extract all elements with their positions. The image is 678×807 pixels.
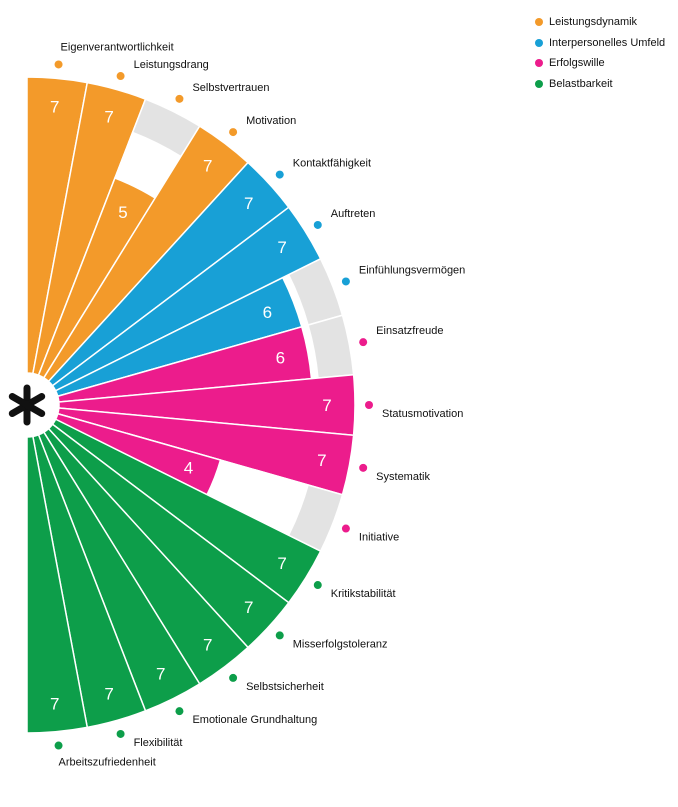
category-dot-kontaktfaehigkeit [275, 170, 284, 179]
category-dot-eigenverantwortlichkeit [54, 60, 63, 69]
legend-item-leistungsdynamik: Leistungsdynamik [535, 12, 665, 33]
value-label-leistungsdrang: 7 [104, 107, 113, 126]
legend-label-leistungsdynamik: Leistungsdynamik [549, 16, 638, 29]
category-dot-misserfolgstoleranz [275, 631, 284, 640]
category-label-kritikstabilitaet: Kritikstabilität [331, 588, 396, 600]
category-label-selbstsicherheit: Selbstsicherheit [246, 681, 324, 693]
legend-item-erfolgswille: Erfolgswille [535, 53, 665, 74]
category-label-einfuehlungsvermoegen: Einfühlungsvermögen [359, 264, 465, 276]
legend-label-erfolgswille: Erfolgswille [549, 57, 605, 70]
category-dot-initiative [341, 524, 350, 533]
value-label-selbstsicherheit: 7 [203, 635, 212, 654]
category-dot-systematik [359, 463, 368, 472]
category-dot-arbeitszufriedenheit [54, 741, 63, 750]
category-dot-motivation [229, 128, 238, 137]
value-label-kontaktfaehigkeit: 7 [244, 194, 253, 213]
value-label-emotionale-grundhaltung: 7 [156, 665, 165, 684]
category-label-motivation: Motivation [246, 115, 296, 127]
bar-gap-einsatzfreude [301, 324, 319, 379]
category-label-systematik: Systematik [376, 471, 430, 483]
value-label-statusmotivation: 7 [322, 396, 331, 415]
value-label-arbeitszufriedenheit: 7 [50, 695, 59, 714]
category-dot-flexibilitaet [116, 729, 125, 738]
legend-label-belastbarkeit: Belastbarkeit [549, 77, 613, 90]
category-label-initiative: Initiative [359, 532, 399, 544]
category-dot-selbstsicherheit [229, 673, 238, 682]
category-label-auftreten: Auftreten [331, 208, 376, 220]
legend-label-interpersonelles-umfeld: Interpersonelles Umfeld [549, 36, 666, 49]
category-label-statusmotivation: Statusmotivation [382, 408, 463, 420]
category-dot-kritikstabilitaet [313, 581, 322, 590]
category-dot-selbstvertrauen [175, 94, 184, 103]
value-label-auftreten: 7 [277, 238, 286, 257]
category-dot-einsatzfreude [359, 338, 368, 347]
value-label-flexibilitaet: 7 [104, 685, 113, 704]
chart-legend: Leistungsdynamik Interpersonelles Umfeld… [535, 12, 665, 94]
value-label-selbstvertrauen: 5 [118, 203, 127, 222]
value-label-initiative: 4 [184, 459, 193, 478]
value-label-kritikstabilitaet: 7 [277, 554, 286, 573]
bar-gap-initiative [207, 460, 309, 536]
legend-item-interpersonelles-umfeld: Interpersonelles Umfeld [535, 33, 665, 54]
category-dot-emotionale-grundhaltung [175, 707, 184, 716]
category-label-kontaktfaehigkeit: Kontaktfähigkeit [293, 158, 371, 170]
category-dot-einfuehlungsvermoegen [341, 277, 350, 286]
category-label-flexibilitaet: Flexibilität [134, 737, 183, 749]
category-label-arbeitszufriedenheit: Arbeitszufriedenheit [59, 757, 156, 769]
legend-swatch-leistungsdynamik [535, 18, 543, 27]
value-label-motivation: 7 [203, 157, 212, 176]
category-label-einsatzfreude: Einsatzfreude [376, 325, 443, 337]
legend-item-belastbarkeit: Belastbarkeit [535, 74, 665, 95]
value-label-einfuehlungsvermoegen: 6 [263, 303, 272, 322]
category-dot-leistungsdrang [116, 72, 125, 81]
category-dot-statusmotivation [365, 401, 373, 409]
value-label-einsatzfreude: 6 [276, 349, 285, 368]
bar-gap-einfuehlungsvermoegen [282, 274, 309, 327]
bar-arbeitszufriedenheit [26, 435, 89, 734]
category-label-misserfolgstoleranz: Misserfolgstoleranz [293, 638, 388, 650]
legend-swatch-belastbarkeit [535, 79, 543, 88]
legend-swatch-erfolgswille [535, 59, 543, 68]
value-label-systematik: 7 [317, 451, 326, 470]
legend-swatch-interpersonelles-umfeld [535, 38, 543, 47]
category-label-emotionale-grundhaltung: Emotionale Grundhaltung [192, 714, 317, 726]
asterisk-icon [8, 384, 46, 426]
value-label-misserfolgstoleranz: 7 [244, 598, 253, 617]
category-label-eigenverantwortlichkeit: Eigenverantwortlichkeit [61, 41, 174, 53]
category-label-selbstvertrauen: Selbstvertrauen [192, 82, 269, 94]
category-label-leistungsdrang: Leistungsdrang [134, 59, 209, 71]
value-label-eigenverantwortlichkeit: 7 [50, 97, 59, 116]
category-dot-auftreten [313, 220, 322, 229]
